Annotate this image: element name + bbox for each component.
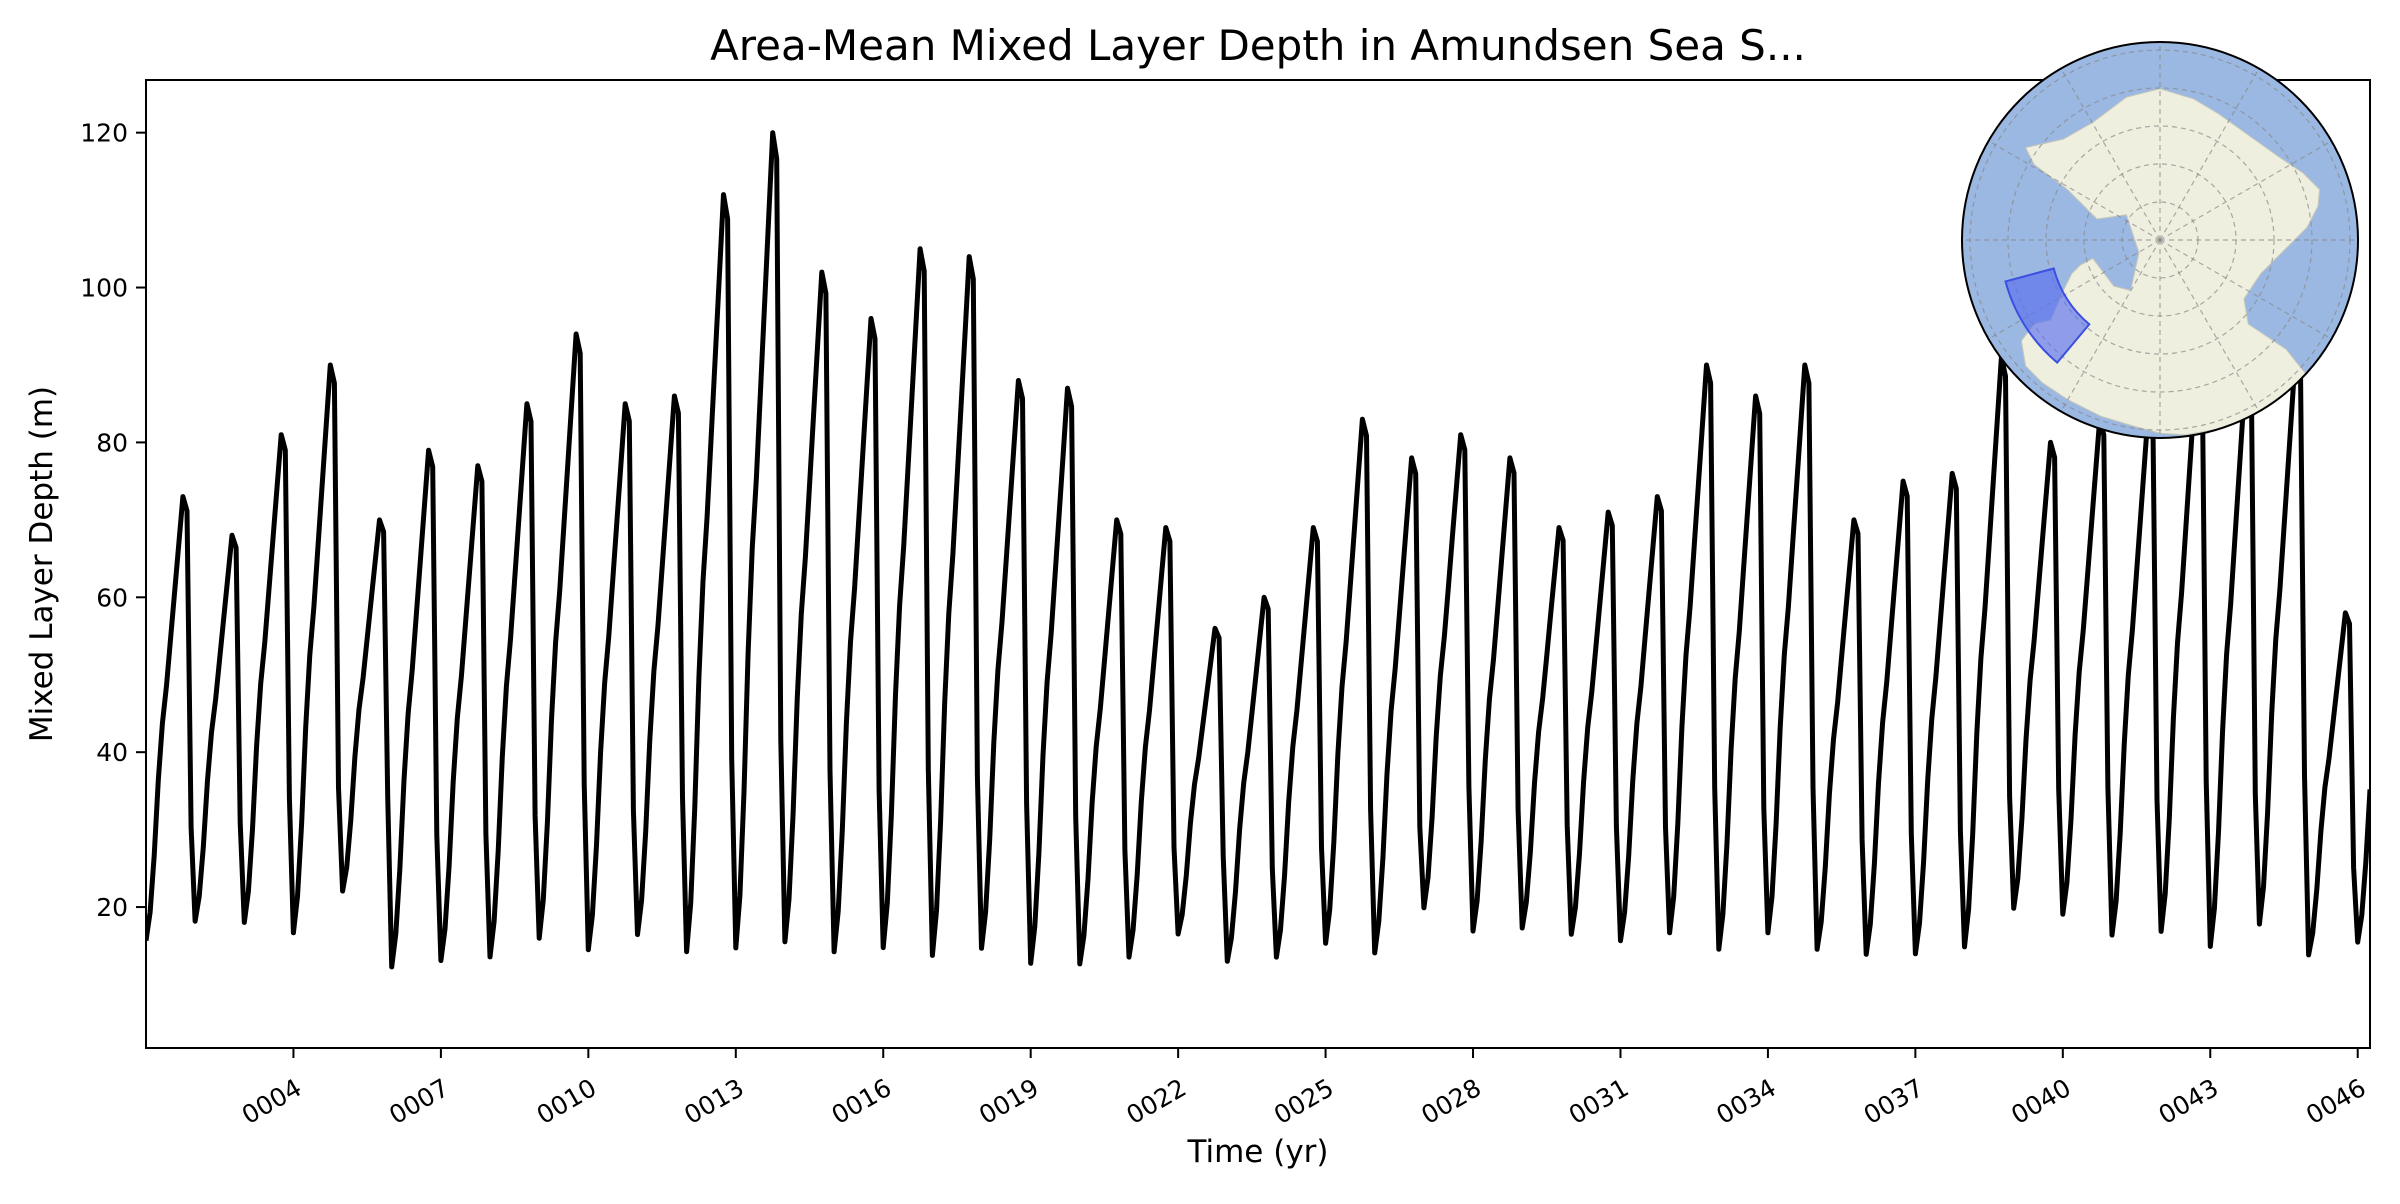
map-gridlines xyxy=(1962,42,2358,438)
y-tick-label: 20 xyxy=(96,893,128,922)
y-axis: 20 40 60 80 100 120 xyxy=(80,119,146,922)
y-tick-label: 80 xyxy=(96,428,128,457)
y-tick-label: 100 xyxy=(80,274,128,303)
x-tick-label: 0016 xyxy=(827,1073,897,1130)
x-tick-label: 0028 xyxy=(1416,1073,1486,1130)
x-tick-label: 0034 xyxy=(1711,1073,1781,1130)
y-tick-label: 60 xyxy=(96,583,128,612)
x-tick-label: 0025 xyxy=(1269,1073,1339,1130)
x-tick-label: 0004 xyxy=(237,1073,307,1130)
x-tick-label: 0043 xyxy=(2154,1073,2224,1130)
x-tick-label: 0037 xyxy=(1859,1073,1929,1130)
x-tick-label: 0046 xyxy=(2301,1073,2371,1130)
x-tick-label: 0007 xyxy=(384,1073,454,1130)
antarctica-inset-map xyxy=(1961,41,2359,439)
x-tick-label: 0031 xyxy=(1564,1073,1634,1130)
x-axis-label: Time (yr) xyxy=(1187,1134,1329,1170)
x-tick-label: 0019 xyxy=(974,1073,1044,1130)
plot-frame xyxy=(145,79,2371,1049)
x-tick-label: 0022 xyxy=(1122,1073,1192,1130)
chart-title: Area-Mean Mixed Layer Depth in Amundsen … xyxy=(710,21,1806,70)
y-axis-label: Mixed Layer Depth (m) xyxy=(24,386,60,742)
y-tick-label: 40 xyxy=(96,738,128,767)
x-axis: 0004 0007 0010 0013 0016 0019 0022 0025 0028 0031… xyxy=(237,1048,2371,1130)
map-border xyxy=(1961,41,2359,439)
y-tick-label: 120 xyxy=(80,119,128,148)
map-region-amundsen-sea xyxy=(2004,267,2091,365)
series-line-mld xyxy=(146,130,2370,970)
x-tick-label: 0010 xyxy=(532,1073,602,1130)
plot-area xyxy=(146,130,2370,970)
map-land-antarctica xyxy=(2020,88,2321,436)
x-tick-label: 0040 xyxy=(2006,1073,2076,1130)
x-tick-label: 0013 xyxy=(679,1073,749,1130)
